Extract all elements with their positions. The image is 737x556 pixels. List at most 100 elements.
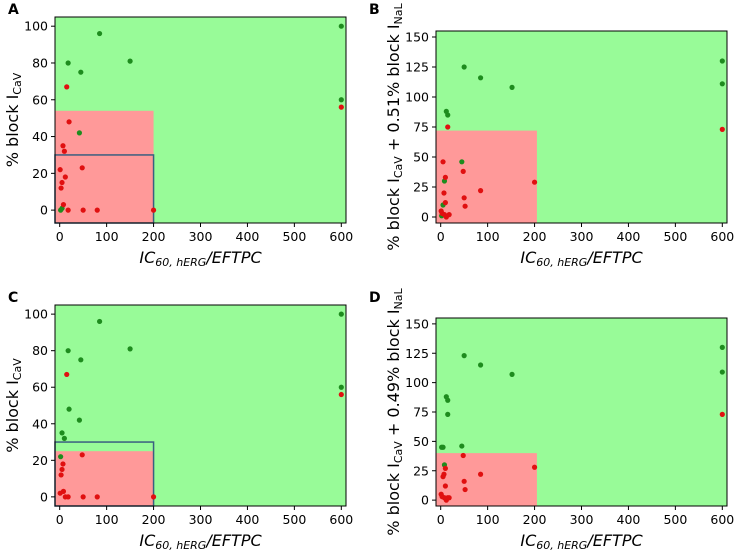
x-tick-label: 500 bbox=[663, 512, 687, 527]
panel-label: B bbox=[369, 2, 380, 18]
data-point-unsafe bbox=[60, 202, 67, 208]
panel-c: 0 100 200 300 400 500 600 0 20 40 60 80 100 IC60, hER… bbox=[3, 290, 353, 552]
data-point-unsafe bbox=[60, 488, 67, 494]
data-point-safe bbox=[96, 318, 103, 325]
y-axis-title: % block ICaV bbox=[3, 358, 24, 453]
x-tick-label: 0 bbox=[437, 512, 445, 527]
y-tick-label: 20 bbox=[32, 453, 48, 468]
data-point-unsafe bbox=[59, 179, 65, 186]
data-point-safe bbox=[461, 64, 467, 70]
axis-title-extra: + 0.51% block I bbox=[384, 24, 403, 156]
data-point-unsafe bbox=[440, 159, 446, 165]
axis-title-main: IC bbox=[139, 531, 156, 550]
y-tick-label: 100 bbox=[24, 307, 48, 322]
x-tick-label: 300 bbox=[189, 229, 213, 244]
data-point-unsafe bbox=[462, 486, 468, 493]
data-point-unsafe bbox=[460, 168, 466, 174]
data-point-unsafe bbox=[59, 466, 65, 473]
x-tick-label: 100 bbox=[95, 229, 119, 244]
data-point-unsafe bbox=[442, 174, 448, 180]
y-tick-label: 50 bbox=[413, 150, 429, 165]
axis-title-main: % block I bbox=[3, 95, 22, 168]
axis-title-main: % block I bbox=[384, 463, 403, 536]
data-point-safe bbox=[65, 348, 71, 354]
x-tick-label: 0 bbox=[56, 229, 64, 244]
y-tick-label: 50 bbox=[413, 434, 429, 449]
data-point-unsafe bbox=[477, 188, 484, 194]
data-point-safe bbox=[78, 69, 84, 75]
x-tick-label: 400 bbox=[617, 229, 641, 244]
x-axis-title: IC60, hERG/EFTPC bbox=[520, 531, 643, 552]
y-axis-title: % block ICaV bbox=[3, 72, 24, 167]
data-point-safe bbox=[338, 311, 344, 317]
data-point-safe bbox=[61, 435, 67, 441]
data-point-safe bbox=[59, 430, 65, 436]
x-tick-label: 400 bbox=[236, 229, 260, 244]
unsafe-region bbox=[436, 453, 537, 506]
data-point-safe bbox=[76, 417, 83, 423]
data-point-safe bbox=[338, 384, 344, 390]
y-tick-label: 0 bbox=[421, 493, 429, 508]
data-point-safe bbox=[719, 58, 725, 64]
data-point-unsafe bbox=[80, 494, 86, 500]
data-point-unsafe bbox=[445, 124, 451, 130]
data-point-unsafe bbox=[446, 212, 452, 218]
x-tick-label: 500 bbox=[663, 229, 687, 244]
axis-title-main: IC bbox=[139, 248, 156, 267]
data-point-safe bbox=[719, 344, 725, 350]
x-tick-label: 600 bbox=[710, 512, 734, 527]
axis-title-subscript: CaV bbox=[392, 441, 405, 463]
x-tick-label: 200 bbox=[523, 229, 547, 244]
data-point-safe bbox=[338, 97, 344, 103]
panel-label: D bbox=[369, 290, 381, 306]
data-point-unsafe bbox=[60, 461, 66, 467]
data-point-safe bbox=[509, 84, 515, 90]
y-tick-label: 80 bbox=[32, 55, 48, 70]
y-tick-label: 150 bbox=[405, 30, 429, 45]
axis-title-extra-subscript: NaL bbox=[392, 287, 405, 309]
x-axis-title: IC60, hERG/EFTPC bbox=[520, 248, 643, 269]
x-tick-label: 600 bbox=[329, 229, 353, 244]
data-point-unsafe bbox=[446, 495, 452, 501]
x-tick-label: 100 bbox=[476, 512, 500, 527]
data-point-unsafe bbox=[461, 195, 467, 201]
axis-title-subscript: 60, hERG bbox=[536, 539, 587, 552]
axis-title-subscript: CaV bbox=[11, 72, 24, 94]
x-tick-label: 300 bbox=[189, 512, 213, 527]
y-tick-label: 150 bbox=[405, 316, 429, 331]
data-point-unsafe bbox=[94, 207, 100, 213]
y-tick-label: 100 bbox=[405, 375, 429, 390]
y-tick-label: 0 bbox=[40, 203, 48, 218]
data-point-safe bbox=[509, 371, 515, 377]
x-axis-title: IC60, hERG/EFTPC bbox=[139, 248, 262, 269]
data-point-unsafe bbox=[79, 452, 85, 458]
y-tick-label: 75 bbox=[413, 120, 429, 135]
data-point-unsafe bbox=[80, 207, 86, 213]
data-point-safe bbox=[445, 397, 451, 403]
data-point-unsafe bbox=[462, 203, 468, 209]
data-point-unsafe bbox=[61, 148, 67, 154]
data-point-unsafe bbox=[150, 494, 157, 500]
data-point-safe bbox=[440, 444, 446, 450]
panel-a: 0 100 200 300 400 500 600 0 20 40 60 80 100 IC60, hER… bbox=[3, 2, 353, 269]
data-point-safe bbox=[459, 159, 465, 165]
x-tick-label: 400 bbox=[236, 512, 260, 527]
y-tick-label: 100 bbox=[24, 19, 48, 34]
y-tick-label: 60 bbox=[32, 380, 48, 395]
data-point-safe bbox=[78, 357, 84, 363]
y-tick-label: 20 bbox=[32, 166, 48, 181]
data-point-unsafe bbox=[57, 167, 63, 173]
x-tick-label: 300 bbox=[570, 512, 594, 527]
unsafe-region bbox=[55, 110, 154, 223]
axis-title-main: IC bbox=[520, 248, 537, 267]
axis-title-rest: /EFTPC bbox=[204, 248, 262, 267]
data-point-unsafe bbox=[60, 143, 66, 149]
axis-title-main: IC bbox=[520, 531, 537, 550]
data-point-unsafe bbox=[65, 494, 71, 500]
x-tick-label: 600 bbox=[710, 229, 734, 244]
data-point-safe bbox=[66, 406, 72, 412]
data-point-unsafe bbox=[58, 472, 64, 478]
data-point-safe bbox=[76, 130, 83, 136]
data-point-unsafe bbox=[461, 478, 467, 484]
y-tick-label: 40 bbox=[32, 129, 48, 144]
